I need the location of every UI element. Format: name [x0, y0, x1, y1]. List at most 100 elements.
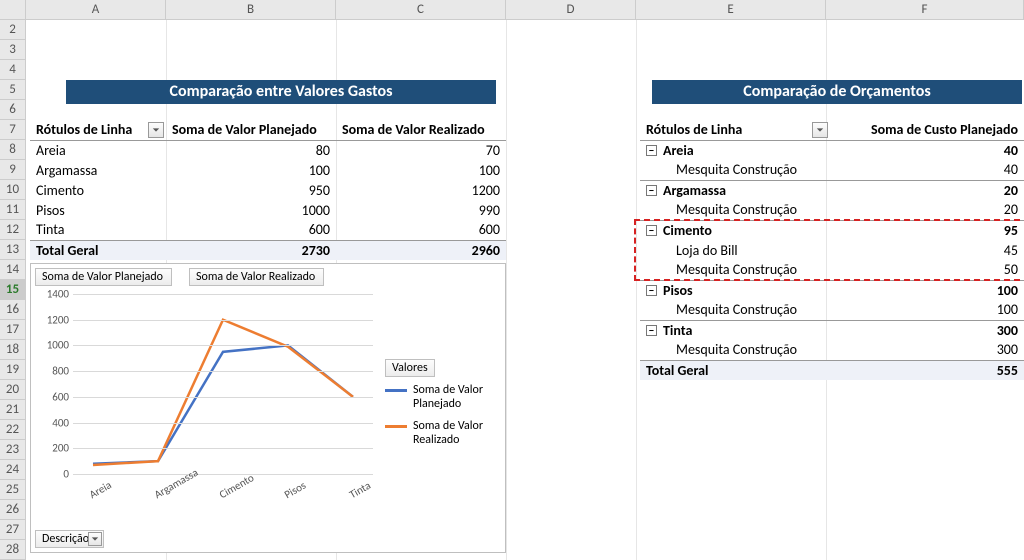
- row-header-24[interactable]: 24: [0, 460, 25, 480]
- pivot2-item-label: Mesquita Construção: [640, 260, 830, 280]
- row-header-3[interactable]: 3: [0, 40, 25, 60]
- pivot1-row-label: Pisos: [30, 200, 166, 220]
- filter-dropdown-icon[interactable]: [812, 122, 828, 138]
- row-header-9[interactable]: 9: [0, 160, 25, 180]
- chart-ytick: 1400: [39, 288, 69, 301]
- chart-series-line: [93, 320, 353, 465]
- column-header-F[interactable]: F: [826, 0, 1024, 19]
- chart-ytick: 1200: [39, 313, 69, 326]
- pivot2-item-row[interactable]: Mesquita Construção20: [640, 200, 1024, 220]
- row-header-21[interactable]: 21: [0, 400, 25, 420]
- row-header-2[interactable]: 2: [0, 20, 25, 40]
- row-header-17[interactable]: 17: [0, 320, 25, 340]
- pivot2-item-val: 20: [830, 200, 1024, 220]
- pivot1-row-plan: 100: [166, 160, 336, 180]
- pivot2-item-row[interactable]: Mesquita Construção100: [640, 300, 1024, 320]
- pivot2-group-row[interactable]: −Tinta300: [640, 320, 1024, 340]
- row-header-6[interactable]: 6: [0, 100, 25, 120]
- pivot1-total-plan: 2730: [166, 240, 336, 260]
- pivot2-item-row[interactable]: Mesquita Construção300: [640, 340, 1024, 360]
- row-header-25[interactable]: 25: [0, 480, 25, 500]
- row-header-28[interactable]: 28: [0, 540, 25, 560]
- chart-axis-button[interactable]: Descrição: [35, 530, 104, 548]
- pivot1-row[interactable]: Areia8070: [30, 140, 506, 160]
- column-header-B[interactable]: B: [166, 0, 336, 19]
- pivot2-item-val: 45: [830, 240, 1024, 260]
- collapse-icon[interactable]: −: [646, 185, 657, 196]
- collapse-icon[interactable]: −: [646, 225, 657, 236]
- chart-field-button-plan[interactable]: Soma de Valor Planejado: [35, 268, 172, 286]
- pivot1-header-plan: Soma de Valor Planejado: [166, 120, 336, 140]
- row-header-16[interactable]: 16: [0, 300, 25, 320]
- pivot2-item-label: Mesquita Construção: [640, 200, 830, 220]
- row-header-23[interactable]: 23: [0, 440, 25, 460]
- pivot1-row-label: Areia: [30, 140, 166, 160]
- pivot2-group-total: 95: [830, 220, 1024, 240]
- pivot1-row-real: 1200: [336, 180, 506, 200]
- pivot2-item-row[interactable]: Loja do Bill45: [640, 240, 1024, 260]
- row-header-13[interactable]: 13: [0, 240, 25, 260]
- column-header-A[interactable]: A: [26, 0, 166, 19]
- pivot-chart[interactable]: Soma de Valor Planejado Soma de Valor Re…: [30, 263, 506, 553]
- pivot2-group-row[interactable]: −Cimento95: [640, 220, 1024, 240]
- pivot1-row[interactable]: Argamassa100100: [30, 160, 506, 180]
- pivot1-row-real: 100: [336, 160, 506, 180]
- pivot-table-right[interactable]: Rótulos de Linha Soma de Custo Planejado…: [640, 120, 1024, 380]
- row-header-22[interactable]: 22: [0, 420, 25, 440]
- legend-item: Soma de Valor Realizado: [385, 419, 495, 447]
- pivot1-row[interactable]: Tinta600600: [30, 220, 506, 240]
- pivot2-group-total: 300: [830, 320, 1024, 340]
- row-header-26[interactable]: 26: [0, 500, 25, 520]
- row-header-10[interactable]: 10: [0, 180, 25, 200]
- chart-ytick: 1000: [39, 339, 69, 352]
- pivot2-group-total: 40: [830, 140, 1024, 160]
- row-header-15[interactable]: 15: [0, 280, 25, 300]
- chart-ytick: 0: [39, 468, 69, 481]
- legend-item: Soma de Valor Planejado: [385, 383, 495, 411]
- row-header-18[interactable]: 18: [0, 340, 25, 360]
- pivot2-item-val: 300: [830, 340, 1024, 360]
- row-header-spacer: [0, 0, 26, 19]
- pivot1-row-plan: 80: [166, 140, 336, 160]
- chart-field-button-real[interactable]: Soma de Valor Realizado: [189, 268, 324, 286]
- pivot1-row-plan: 1000: [166, 200, 336, 220]
- collapse-icon[interactable]: −: [646, 145, 657, 156]
- chart-series-line: [93, 345, 353, 463]
- column-header-D[interactable]: D: [506, 0, 636, 19]
- pivot2-total-label: Total Geral: [640, 360, 830, 380]
- pivot1-row-label: Argamassa: [30, 160, 166, 180]
- collapse-icon[interactable]: −: [646, 285, 657, 296]
- row-header-14[interactable]: 14: [0, 260, 25, 280]
- collapse-icon[interactable]: −: [646, 325, 657, 336]
- column-header-E[interactable]: E: [636, 0, 826, 19]
- pivot1-row-real: 600: [336, 220, 506, 240]
- row-header-11[interactable]: 11: [0, 200, 25, 220]
- pivot2-item-val: 40: [830, 160, 1024, 180]
- pivot2-group-row[interactable]: −Pisos100: [640, 280, 1024, 300]
- row-headers: 2345678910111213141516171819202122232425…: [0, 20, 26, 560]
- pivot1-header-real: Soma de Valor Realizado: [336, 120, 506, 140]
- pivot-table-left[interactable]: Rótulos de Linha Soma de Valor Planejado…: [30, 120, 506, 260]
- row-header-12[interactable]: 12: [0, 220, 25, 240]
- pivot1-row[interactable]: Pisos1000990: [30, 200, 506, 220]
- legend-title: Valores: [385, 359, 435, 377]
- row-header-19[interactable]: 19: [0, 360, 25, 380]
- filter-dropdown-icon[interactable]: [148, 122, 164, 138]
- column-header-C[interactable]: C: [336, 0, 506, 19]
- chart-xtick: Tinta: [347, 479, 373, 501]
- pivot2-group-row[interactable]: −Argamassa20: [640, 180, 1024, 200]
- row-header-20[interactable]: 20: [0, 380, 25, 400]
- pivot1-row[interactable]: Cimento9501200: [30, 180, 506, 200]
- pivot1-total-real: 2960: [336, 240, 506, 260]
- row-header-4[interactable]: 4: [0, 60, 25, 80]
- pivot2-group-total: 100: [830, 280, 1024, 300]
- pivot2-item-row[interactable]: Mesquita Construção40: [640, 160, 1024, 180]
- row-header-27[interactable]: 27: [0, 520, 25, 540]
- row-header-7[interactable]: 7: [0, 120, 25, 140]
- pivot2-item-val: 100: [830, 300, 1024, 320]
- pivot2-group-row[interactable]: −Areia40: [640, 140, 1024, 160]
- pivot2-item-row[interactable]: Mesquita Construção50: [640, 260, 1024, 280]
- chart-ytick: 200: [39, 442, 69, 455]
- row-header-5[interactable]: 5: [0, 80, 25, 100]
- row-header-8[interactable]: 8: [0, 140, 25, 160]
